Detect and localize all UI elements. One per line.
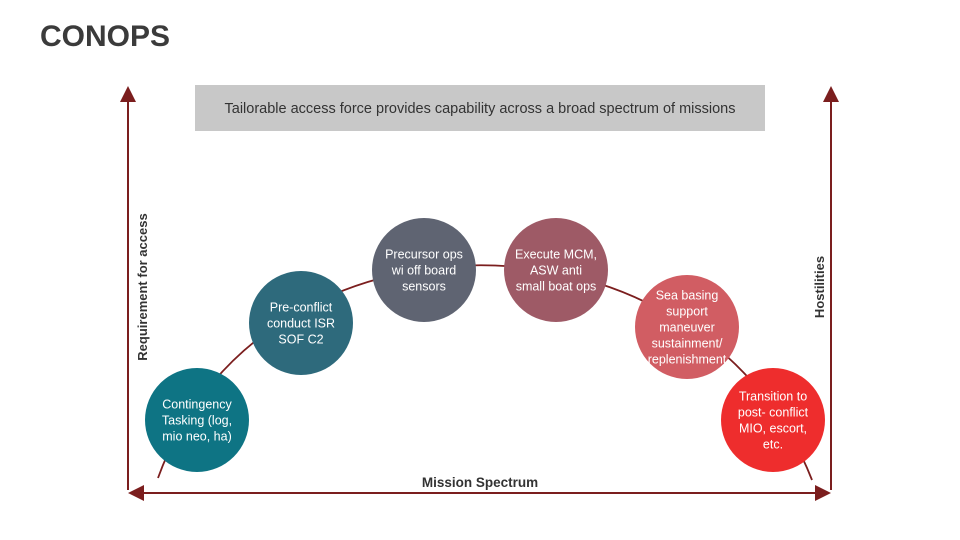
node-label: ASW anti	[530, 264, 582, 278]
node-circle	[721, 368, 825, 472]
title: CONOPS	[40, 20, 170, 53]
arc	[157, 264, 813, 481]
node-label: Precursor ops	[385, 248, 463, 262]
node-label: small boat ops	[516, 280, 597, 294]
node-circle	[504, 218, 608, 322]
node-label: Execute MCM,	[515, 248, 597, 262]
node-label: MIO, escort,	[739, 422, 807, 436]
node-label: support	[666, 305, 708, 319]
node-label: Contingency	[162, 398, 232, 412]
node-label: Transition to	[739, 390, 807, 404]
node-circle	[372, 218, 476, 322]
node-label: sustainment/	[652, 337, 723, 351]
node-label: SOF C2	[278, 333, 323, 347]
node-label: wi off board	[391, 264, 456, 278]
node-label: replenishment	[648, 353, 727, 367]
node-label: sensors	[402, 280, 446, 294]
banner-box	[195, 85, 765, 131]
nodes: Contingency Tasking (log, mio neo, ha) Pre-…	[145, 218, 825, 472]
node-label: Sea basing	[656, 289, 719, 303]
node-label: maneuver	[659, 321, 715, 335]
node-circle	[635, 275, 739, 379]
node-label: conduct ISR	[267, 317, 335, 331]
left-axis-label: Requirement for access	[135, 213, 150, 360]
node-label: mio neo, ha)	[162, 430, 231, 444]
banner: Tailorable access force provides capabil…	[225, 101, 736, 117]
right-axis-label: Hostilities	[812, 256, 827, 318]
node-label: Tasking (log,	[162, 414, 232, 428]
node-circle	[145, 368, 249, 472]
node-circle	[249, 271, 353, 375]
node-label: Pre-conflict	[270, 301, 333, 315]
node-label: etc.	[763, 438, 783, 452]
bottom-axis-label: Mission Spectrum	[422, 475, 538, 490]
node-label: post- conflict	[738, 406, 809, 420]
